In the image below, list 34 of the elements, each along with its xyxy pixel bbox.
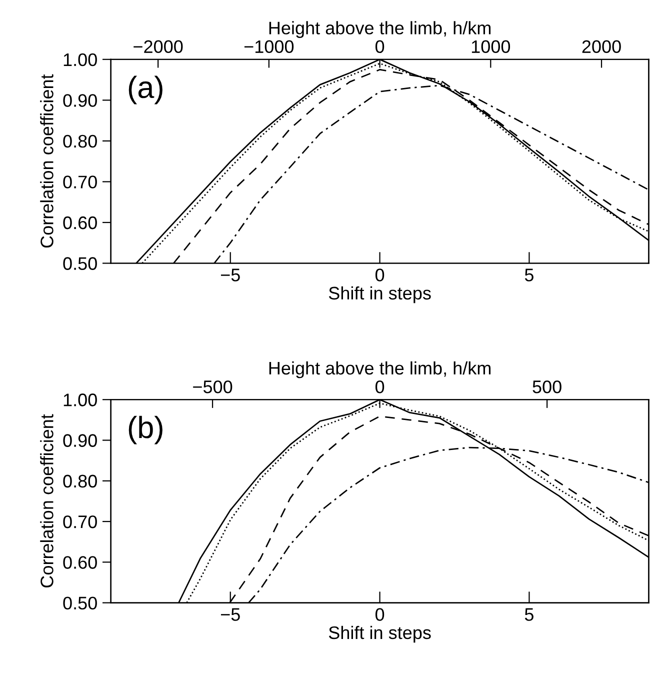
y-tick-label: 0.60	[63, 556, 97, 569]
x-tick-label: 0	[375, 268, 384, 282]
y-tick-label: 0.80	[63, 474, 97, 488]
y-axis-title: Correlation coefficient	[40, 74, 54, 248]
x2-tick-label: 0	[375, 380, 384, 394]
x-axis-title: Shift in steps	[328, 626, 431, 643]
y-tick-label: 0.90	[63, 94, 97, 107]
y-tick-label: 1.00	[64, 53, 97, 66]
y-tick-label: 0.50	[63, 596, 97, 610]
x2-axis-title: Height above the limb, h/km	[269, 361, 491, 378]
x-tick-label: 5	[524, 608, 534, 621]
x2-tick-label: 500	[532, 380, 562, 394]
y-tick-label: 0.50	[63, 257, 97, 270]
y-tick-label: 0.70	[63, 176, 97, 188]
y-tick-label: 0.80	[63, 134, 97, 148]
x-tick-label: −5	[220, 268, 240, 282]
annotation: (a)	[128, 76, 162, 104]
x-tick-label: −5	[220, 608, 240, 621]
y-tick-label: 0.60	[63, 216, 97, 230]
x-tick-label: 0	[375, 608, 384, 621]
y-tick-label: 1.00	[64, 394, 97, 406]
x2-tick-label: 0	[375, 40, 384, 54]
x2-tick-label: 1000	[472, 40, 510, 54]
x2-tick-label: −1000	[244, 40, 294, 54]
x2-tick-label: 2000	[582, 40, 621, 54]
annotation: (b)	[128, 416, 162, 444]
x2-tick-label: −2000	[134, 40, 183, 54]
x2-axis-title: Height above the limb, h/km	[269, 21, 491, 38]
y-tick-label: 0.70	[63, 515, 97, 528]
x-axis-title: Shift in steps	[328, 286, 431, 304]
x-tick-label: 5	[524, 268, 534, 282]
y-tick-label: 0.90	[63, 434, 97, 447]
x2-tick-label: −500	[193, 380, 232, 394]
y-axis-title: Correlation coefficient	[40, 414, 54, 588]
